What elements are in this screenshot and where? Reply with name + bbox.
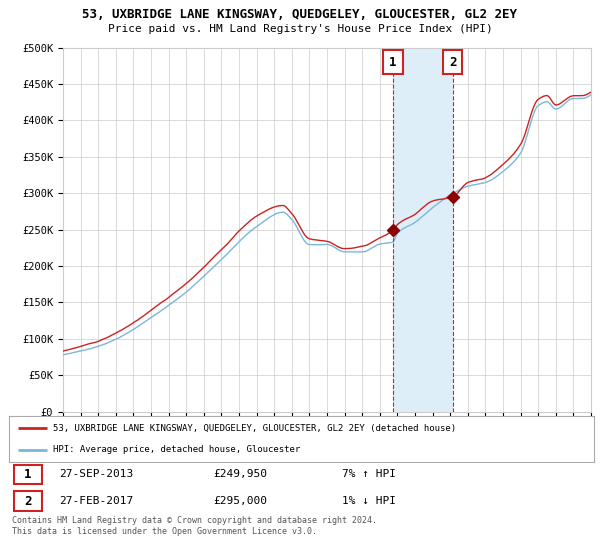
Bar	[393, 48, 453, 412]
Text: 53, UXBRIDGE LANE KINGSWAY, QUEDGELEY, GLOUCESTER, GL2 2EY (detached house): 53, UXBRIDGE LANE KINGSWAY, QUEDGELEY, G…	[53, 424, 456, 433]
Text: 53, UXBRIDGE LANE KINGSWAY, QUEDGELEY, GLOUCESTER, GL2 2EY: 53, UXBRIDGE LANE KINGSWAY, QUEDGELEY, G…	[83, 8, 517, 21]
Text: 2: 2	[449, 55, 457, 69]
Text: 1: 1	[24, 468, 31, 481]
Text: Price paid vs. HM Land Registry's House Price Index (HPI): Price paid vs. HM Land Registry's House …	[107, 24, 493, 34]
Text: HPI: Average price, detached house, Gloucester: HPI: Average price, detached house, Glou…	[53, 445, 300, 454]
Text: 1% ↓ HPI: 1% ↓ HPI	[343, 496, 397, 506]
Text: 27-SEP-2013: 27-SEP-2013	[59, 469, 133, 479]
Text: £295,000: £295,000	[214, 496, 268, 506]
Text: Contains HM Land Registry data © Crown copyright and database right 2024.
This d: Contains HM Land Registry data © Crown c…	[12, 516, 377, 536]
Text: £249,950: £249,950	[214, 469, 268, 479]
Text: 1: 1	[389, 55, 397, 69]
Text: 27-FEB-2017: 27-FEB-2017	[59, 496, 133, 506]
Text: 2: 2	[24, 494, 31, 507]
FancyBboxPatch shape	[14, 465, 42, 484]
Text: 7% ↑ HPI: 7% ↑ HPI	[343, 469, 397, 479]
FancyBboxPatch shape	[14, 491, 42, 511]
